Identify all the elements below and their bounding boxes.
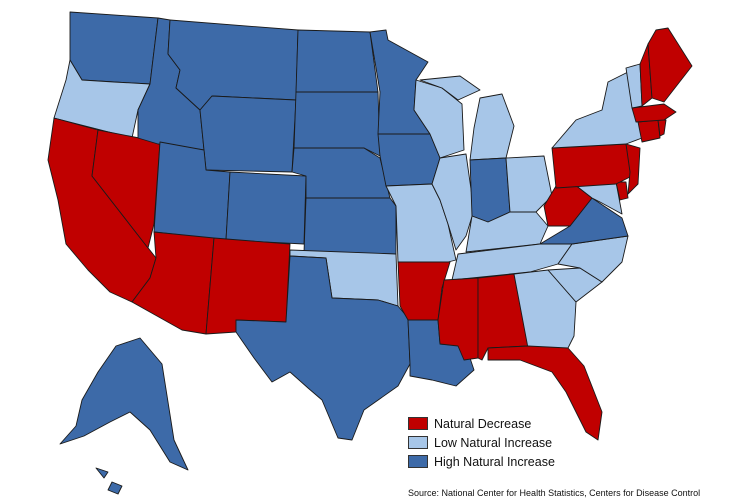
state-SD xyxy=(293,91,381,157)
state-AK xyxy=(59,337,189,471)
map-legend: Natural Decrease Low Natural Increase Hi… xyxy=(408,414,555,471)
state-IN xyxy=(469,157,511,223)
state-WY xyxy=(199,95,297,173)
legend-swatch xyxy=(408,417,428,430)
legend-swatch xyxy=(408,455,428,468)
state-IA xyxy=(377,133,441,187)
state-ND xyxy=(295,29,379,93)
state-MA xyxy=(631,103,677,123)
legend-item-natural-decrease: Natural Decrease xyxy=(408,414,555,433)
legend-item-low-natural-increase: Low Natural Increase xyxy=(408,433,555,452)
legend-label: Low Natural Increase xyxy=(434,435,553,450)
legend-label: High Natural Increase xyxy=(434,454,555,469)
state-NE xyxy=(291,147,391,199)
state-MT xyxy=(167,19,299,111)
state-KY xyxy=(465,211,549,253)
state-NJ xyxy=(625,143,641,195)
state-PA xyxy=(551,143,633,189)
state-CT xyxy=(637,119,661,143)
state-CO xyxy=(225,171,307,245)
state-WA xyxy=(69,11,159,85)
state-IL xyxy=(431,153,475,251)
state-HI xyxy=(95,467,123,495)
state-OH xyxy=(505,155,553,213)
state-DE xyxy=(615,181,629,201)
state-ME xyxy=(647,27,693,103)
legend-label: Natural Decrease xyxy=(434,416,532,431)
state-TX xyxy=(235,255,411,441)
legend-swatch xyxy=(408,436,428,449)
legend-item-high-natural-increase: High Natural Increase xyxy=(408,452,555,471)
state-KS xyxy=(303,197,397,255)
state-NM xyxy=(205,237,291,335)
state-FL xyxy=(487,345,603,441)
source-note: Source: National Center for Health Stati… xyxy=(408,488,701,498)
